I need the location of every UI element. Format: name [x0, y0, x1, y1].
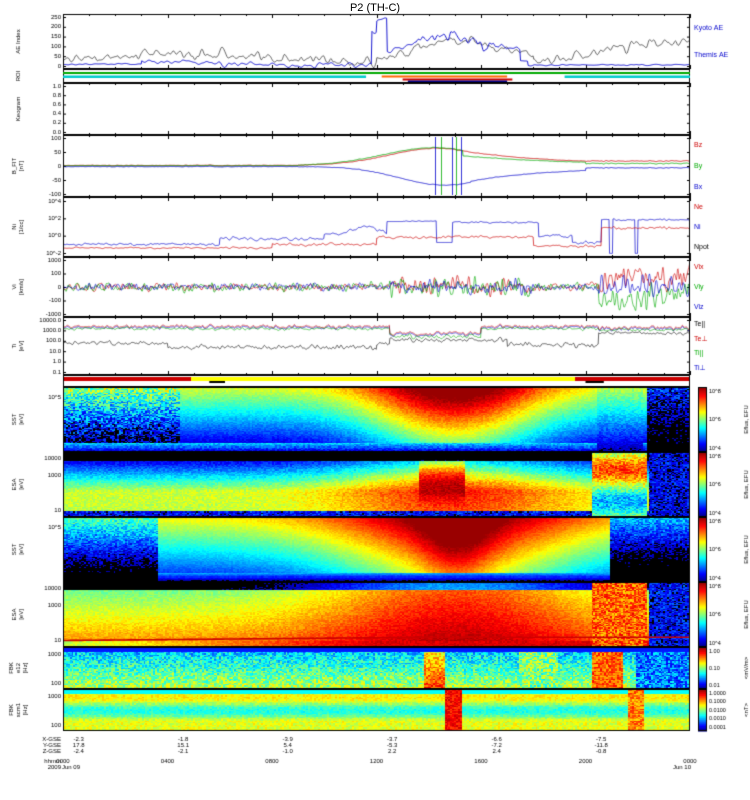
- figure-root: P2 (TH-C): [0, 0, 750, 800]
- figure-canvas: [0, 0, 750, 800]
